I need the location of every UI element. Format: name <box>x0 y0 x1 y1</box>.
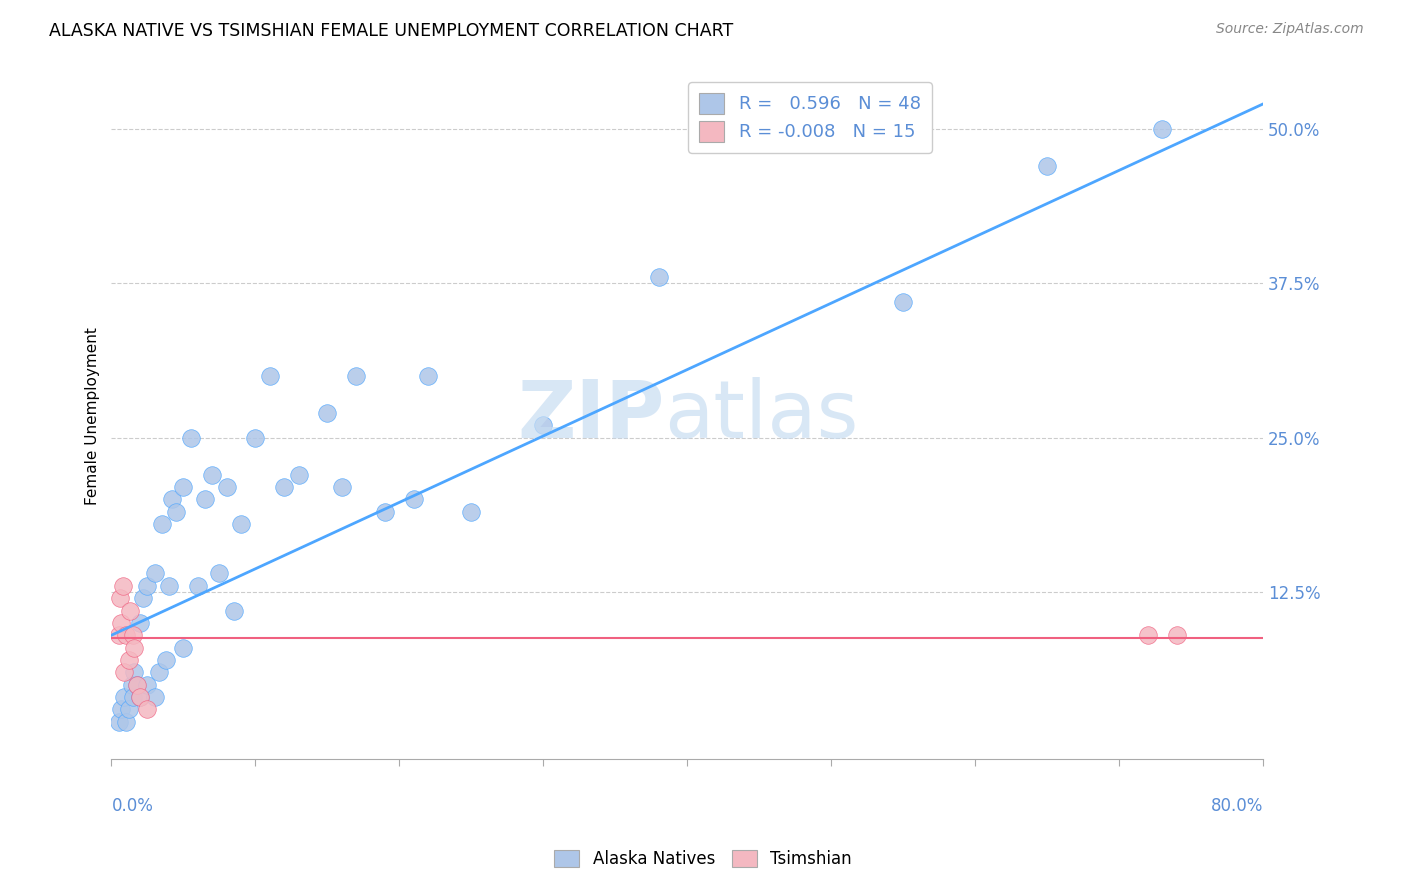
Point <box>127 678 149 692</box>
Point <box>124 640 146 655</box>
Point <box>143 566 166 581</box>
Text: 0.0%: 0.0% <box>111 797 153 814</box>
Point <box>129 615 152 630</box>
Point <box>127 678 149 692</box>
Point <box>201 467 224 482</box>
Point <box>287 467 309 482</box>
Point <box>180 430 202 444</box>
Point <box>150 516 173 531</box>
Point <box>155 653 177 667</box>
Point <box>136 678 159 692</box>
Point <box>124 665 146 680</box>
Point <box>107 714 129 729</box>
Point <box>112 665 135 680</box>
Point <box>1137 628 1160 642</box>
Point <box>194 492 217 507</box>
Point <box>344 368 367 383</box>
Point <box>122 628 145 642</box>
Text: atlas: atlas <box>664 377 859 455</box>
Point <box>129 690 152 704</box>
Point <box>172 640 194 655</box>
Text: 80.0%: 80.0% <box>1211 797 1263 814</box>
Point <box>418 368 440 383</box>
Text: Source: ZipAtlas.com: Source: ZipAtlas.com <box>1216 22 1364 37</box>
Text: ZIP: ZIP <box>517 377 664 455</box>
Point <box>108 591 131 606</box>
Point <box>531 418 554 433</box>
Legend: R =   0.596   N = 48, R = -0.008   N = 15: R = 0.596 N = 48, R = -0.008 N = 15 <box>689 82 932 153</box>
Point <box>647 269 669 284</box>
Point <box>118 702 141 716</box>
Text: ALASKA NATIVE VS TSIMSHIAN FEMALE UNEMPLOYMENT CORRELATION CHART: ALASKA NATIVE VS TSIMSHIAN FEMALE UNEMPL… <box>49 22 734 40</box>
Point <box>132 591 155 606</box>
Point <box>148 665 170 680</box>
Point <box>110 615 132 630</box>
Point <box>121 678 143 692</box>
Point <box>215 480 238 494</box>
Point <box>330 480 353 494</box>
Point <box>112 690 135 704</box>
Point <box>122 690 145 704</box>
Point <box>118 653 141 667</box>
Point <box>111 579 134 593</box>
Point <box>245 430 267 444</box>
Point <box>259 368 281 383</box>
Point <box>165 505 187 519</box>
Point <box>208 566 231 581</box>
Point <box>374 505 396 519</box>
Point <box>402 492 425 507</box>
Point <box>114 714 136 729</box>
Point <box>143 690 166 704</box>
Point <box>110 702 132 716</box>
Point <box>273 480 295 494</box>
Point <box>157 579 180 593</box>
Point <box>1166 628 1188 642</box>
Point <box>187 579 209 593</box>
Point <box>136 702 159 716</box>
Point <box>114 628 136 642</box>
Y-axis label: Female Unemployment: Female Unemployment <box>86 327 100 505</box>
Point <box>1036 159 1059 173</box>
Point <box>172 480 194 494</box>
Point <box>891 294 914 309</box>
Point <box>129 690 152 704</box>
Point <box>160 492 183 507</box>
Point <box>460 505 482 519</box>
Point <box>222 603 245 617</box>
Point <box>136 579 159 593</box>
Point <box>107 628 129 642</box>
Point <box>120 603 142 617</box>
Point <box>316 406 339 420</box>
Point <box>1152 121 1174 136</box>
Point <box>229 516 252 531</box>
Legend: Alaska Natives, Tsimshian: Alaska Natives, Tsimshian <box>548 843 858 875</box>
